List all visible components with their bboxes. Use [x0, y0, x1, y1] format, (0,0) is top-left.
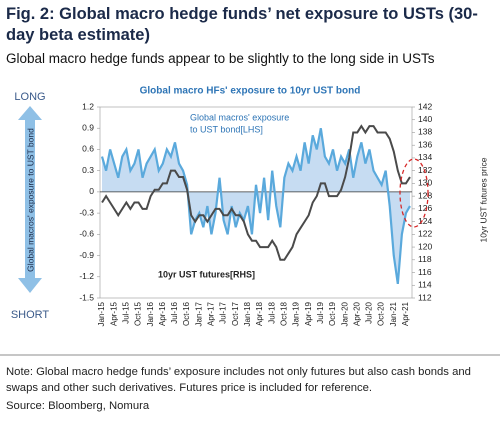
x-tick-label: Jul-15: [121, 301, 130, 323]
direction-arrow: [18, 106, 42, 293]
y2-tick-label: 142: [418, 101, 432, 111]
chart-inner-title: Global macro HFs' exposure to 10yr UST b…: [140, 86, 361, 97]
y2-tick-label: 116: [418, 267, 432, 277]
y-tick-label: 0.6: [82, 144, 94, 154]
y-tick-label: -0.6: [79, 229, 94, 239]
x-tick-label: Jul-17: [219, 301, 228, 323]
y2-tick-label: 132: [418, 165, 432, 175]
y2-tick-label: 126: [418, 203, 432, 213]
plot-frame: [99, 106, 413, 299]
y-tick-label: 0.9: [82, 122, 94, 132]
y2-tick-label: 122: [418, 229, 432, 239]
x-tick-label: Oct-20: [377, 301, 386, 326]
y2-tick-label: 136: [418, 139, 432, 149]
annotation: Global macros' exposure: [190, 112, 289, 122]
exposure-line: [100, 128, 411, 285]
y-tick-label: 0.3: [82, 165, 94, 175]
x-tick-label: Apr-21: [401, 301, 410, 326]
figure-title: Fig. 2: Global macro hedge funds’ net ex…: [6, 5, 478, 44]
x-tick-label: Jul-18: [267, 301, 276, 323]
y2-tick-label: 112: [418, 292, 432, 302]
x-tick-label: Oct-18: [279, 301, 288, 326]
y-tick-label: -0.3: [79, 207, 94, 217]
x-tick-label: Jan-19: [292, 301, 301, 326]
exposure-area: [102, 128, 410, 284]
y2-tick-label: 114: [418, 280, 432, 290]
y2-tick-label: 138: [418, 127, 432, 137]
x-tick-label: Oct-16: [182, 301, 191, 326]
futures-line: [101, 124, 411, 261]
x-tick-label: Jan-21: [389, 301, 398, 326]
x-tick-label: Jan-20: [340, 301, 349, 326]
y2-tick-label: 118: [418, 254, 432, 264]
x-tick-label: Oct-17: [231, 301, 240, 326]
y2-axis-label: 10yr UST futures price: [478, 157, 488, 242]
y2-tick-label: 128: [418, 190, 432, 200]
figure-subtitle: Global macro hedge funds appear to be sl…: [6, 51, 435, 66]
y2-tick-label: 124: [418, 216, 432, 226]
short-label: SHORT: [11, 309, 50, 321]
x-tick-label: Jan-16: [146, 301, 155, 326]
y2-tick-label: 134: [418, 152, 432, 162]
x-tick-label: Apr-15: [109, 301, 118, 326]
annotation: to UST bond[LHS]: [190, 124, 263, 134]
x-tick-label: Oct-19: [328, 301, 337, 326]
x-tick-label: Apr-16: [158, 301, 167, 326]
long-label: LONG: [14, 91, 45, 103]
y2-tick-label: 120: [418, 241, 432, 251]
x-tick-label: Oct-15: [134, 301, 143, 326]
x-tick-label: Jan-18: [243, 301, 252, 326]
y-tick-label: -1.5: [79, 292, 94, 302]
x-tick-label: Jan-15: [97, 301, 106, 326]
y2-tick-label: 140: [418, 114, 432, 124]
y2-tick-label: 130: [418, 178, 432, 188]
highlight-ellipse: [399, 158, 429, 228]
y-tick-label: -0.9: [79, 250, 94, 260]
annotation: 10yr UST futures[RHS]: [158, 269, 255, 279]
y-axis-label: Global macros' exposure to UST bond: [25, 128, 35, 272]
x-tick-label: Jul-19: [316, 301, 325, 323]
x-tick-label: Jul-16: [170, 301, 179, 323]
x-tick-label: Apr-18: [255, 301, 264, 326]
y-tick-label: 0: [89, 186, 94, 196]
x-tick-label: Apr-20: [352, 301, 361, 326]
y-tick-label: 1.2: [82, 101, 94, 111]
x-tick-label: Apr-19: [304, 301, 313, 326]
y-tick-label: -1.2: [79, 271, 94, 281]
x-tick-label: Apr-17: [207, 301, 216, 326]
x-tick-label: Jan-17: [194, 301, 203, 326]
note: Note: Global macro hedge funds’ exposure…: [6, 366, 471, 394]
x-tick-label: Jul-20: [365, 301, 374, 323]
source: Source: Bloomberg, Nomura: [6, 400, 150, 412]
